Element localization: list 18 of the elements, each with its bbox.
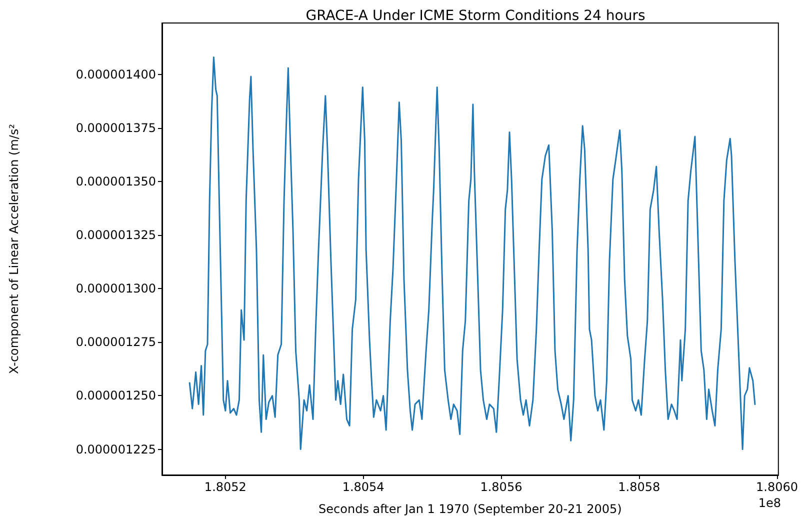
y-tick-label: 0.000001275: [76, 335, 156, 350]
x-tick-label: 1.8058: [618, 480, 660, 494]
x-tick-label: 1.8054: [342, 480, 384, 494]
y-tick-label: 0.000001300: [76, 282, 156, 296]
text: 1e8: [758, 496, 782, 510]
y-tick-label: 0.000001400: [76, 67, 156, 82]
y-tick-label: 0.000001225: [76, 442, 156, 456]
x-tick-label: 1.8056: [480, 480, 522, 494]
chart-title: GRACE-A Under ICME Storm Conditions 24 hours: [306, 8, 646, 24]
y-tick-label: 0.000001250: [76, 388, 156, 403]
x-tick-label: 1.8060: [756, 480, 798, 494]
y-tick-label: 0.000001375: [76, 120, 156, 135]
y-tick-label: 0.000001325: [76, 228, 156, 242]
y-axis-title: X-component of Linear Acceleration (m/s²: [7, 124, 21, 374]
x-axis-title: Seconds after Jan 1 1970 (September 20-21 2005): [318, 502, 622, 516]
line-series: [188, 56, 756, 450]
y-tick-label: 0.000001350: [76, 174, 156, 189]
x-tick-label: 1.8052: [204, 480, 246, 494]
